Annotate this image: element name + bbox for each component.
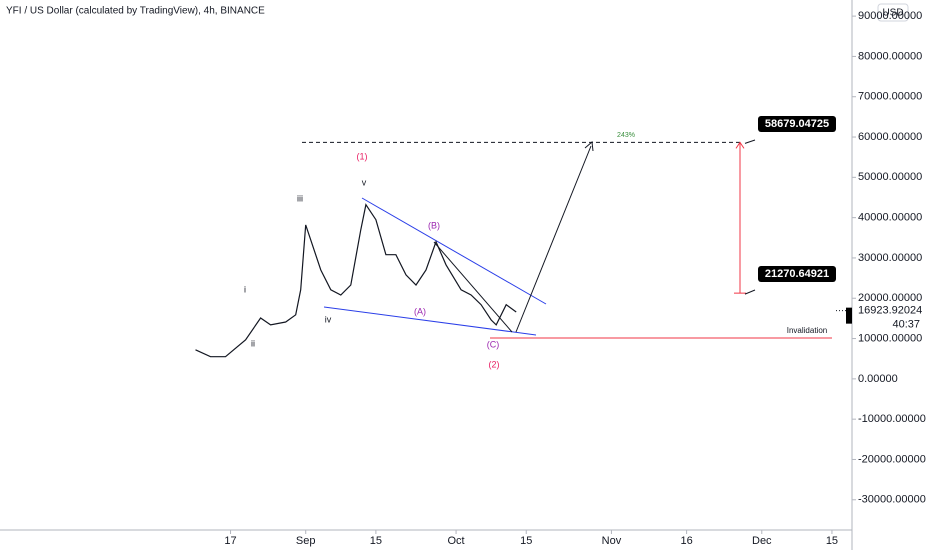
countdown-label: 40:37 — [892, 319, 920, 331]
x-tick-label: Sep — [296, 535, 316, 547]
y-tick-label: 20000.00000 — [858, 292, 922, 304]
currency-button[interactable] — [877, 3, 909, 22]
last-price-tag — [846, 307, 852, 324]
x-tick-label: 15 — [370, 535, 382, 547]
currency-label[interactable]: USD — [882, 8, 903, 19]
y-tick-label: 10000.00000 — [858, 332, 922, 344]
callout-box — [758, 116, 836, 132]
wedge-lower — [323, 306, 537, 336]
last-price-label: 16923.92024 — [858, 305, 922, 317]
wave-label: (A) — [414, 306, 426, 316]
y-tick-label: 90000.00000 — [858, 10, 922, 22]
wedge-upper — [361, 197, 547, 305]
callout-box — [758, 266, 836, 282]
y-tick-label: 60000.00000 — [858, 131, 922, 143]
callout-line — [744, 289, 756, 295]
y-tick-label: -20000.00000 — [858, 453, 926, 465]
callout-line — [744, 139, 756, 144]
callout-label: 58679.04725 — [765, 118, 829, 130]
measure-arrow — [735, 141, 745, 149]
wave-label: ii — [251, 338, 255, 348]
y-tick-label: -30000.00000 — [858, 494, 926, 506]
wave-label: (B) — [428, 220, 440, 230]
x-tick-label: Nov — [602, 535, 622, 547]
projection-arrow — [515, 145, 592, 333]
y-tick-label: 0.00000 — [858, 373, 898, 385]
y-tick-label: 80000.00000 — [858, 50, 922, 62]
callout-label: 21270.64921 — [765, 268, 829, 280]
x-tick-label: 17 — [224, 535, 236, 547]
target-percent: 243% — [617, 132, 635, 139]
x-tick-label: 16 — [680, 535, 692, 547]
invalidation-label: Invalidation — [787, 326, 827, 335]
wave-label: iii — [297, 193, 303, 203]
wave-label: (1) — [357, 151, 368, 161]
x-tick-label: Dec — [752, 535, 772, 547]
y-tick-label: 50000.00000 — [858, 171, 922, 183]
wave-label: (C) — [487, 339, 500, 349]
y-tick-label: 70000.00000 — [858, 91, 922, 103]
wave-label: iv — [325, 314, 332, 324]
y-tick-label: -10000.00000 — [858, 413, 926, 425]
wave-line — [433, 241, 513, 333]
wave-label: v — [362, 177, 367, 187]
y-tick-label: 30000.00000 — [858, 252, 922, 264]
chart-title: YFI / US Dollar (calculated by TradingVi… — [6, 6, 265, 17]
x-tick-label: 15 — [520, 535, 532, 547]
annotations: (1) v iii i ii iv (B) (A) (C) (2) — [244, 151, 500, 369]
x-tick-label: 15 — [826, 535, 838, 547]
wave-label: i — [244, 284, 246, 294]
wave-label: (2) — [489, 359, 500, 369]
x-tick-label: Oct — [448, 535, 465, 547]
price-line — [195, 203, 517, 358]
y-tick-label: 40000.00000 — [858, 212, 922, 224]
